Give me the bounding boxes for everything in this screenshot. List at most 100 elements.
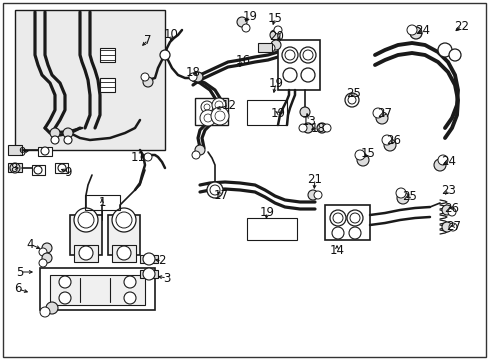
Polygon shape — [38, 147, 52, 156]
Circle shape — [78, 212, 94, 228]
Circle shape — [345, 93, 358, 107]
Circle shape — [356, 154, 368, 166]
Polygon shape — [258, 43, 271, 52]
Circle shape — [10, 163, 20, 173]
Text: 9: 9 — [64, 166, 72, 179]
Polygon shape — [108, 215, 140, 255]
Circle shape — [116, 212, 132, 228]
Circle shape — [59, 276, 71, 288]
Text: 22: 22 — [453, 19, 468, 32]
Circle shape — [270, 40, 281, 50]
Text: 7: 7 — [144, 33, 151, 46]
Text: 23: 23 — [441, 184, 455, 197]
Circle shape — [34, 166, 42, 174]
Circle shape — [349, 213, 359, 223]
Polygon shape — [8, 145, 22, 155]
Circle shape — [112, 208, 136, 232]
Circle shape — [39, 259, 47, 267]
Circle shape — [200, 110, 216, 126]
Circle shape — [212, 98, 225, 112]
Polygon shape — [100, 48, 115, 62]
Circle shape — [395, 188, 405, 198]
Text: 6: 6 — [14, 283, 21, 296]
Circle shape — [237, 17, 246, 27]
Text: 11: 11 — [130, 150, 145, 163]
Text: 27: 27 — [446, 220, 461, 233]
Circle shape — [209, 185, 220, 195]
Circle shape — [301, 68, 314, 82]
Circle shape — [354, 150, 364, 160]
Circle shape — [51, 136, 59, 144]
Circle shape — [266, 44, 274, 52]
Circle shape — [307, 190, 317, 200]
Circle shape — [203, 114, 212, 122]
Bar — [85, 195, 120, 210]
Circle shape — [441, 222, 451, 232]
Circle shape — [269, 30, 280, 40]
Text: 18: 18 — [185, 66, 200, 78]
Circle shape — [372, 108, 382, 118]
Text: 24: 24 — [441, 154, 456, 167]
Circle shape — [201, 101, 213, 113]
Bar — [246, 100, 286, 125]
Circle shape — [195, 145, 204, 155]
Circle shape — [160, 50, 170, 60]
Circle shape — [437, 155, 447, 165]
Circle shape — [124, 292, 136, 304]
Circle shape — [347, 96, 355, 104]
Polygon shape — [278, 40, 319, 90]
Circle shape — [283, 68, 296, 82]
Bar — [15, 10, 164, 150]
Circle shape — [298, 124, 306, 132]
Text: 12: 12 — [221, 99, 236, 112]
Text: 17: 17 — [213, 189, 228, 202]
Circle shape — [58, 164, 66, 172]
Circle shape — [143, 153, 152, 161]
Text: 15: 15 — [360, 147, 375, 159]
Text: 14: 14 — [329, 243, 344, 257]
Text: 25: 25 — [346, 86, 361, 99]
Polygon shape — [140, 270, 158, 278]
Text: 5: 5 — [16, 266, 23, 279]
Bar — [246, 218, 296, 240]
Text: 9: 9 — [18, 145, 26, 158]
Circle shape — [40, 307, 50, 317]
Circle shape — [42, 243, 52, 253]
Circle shape — [313, 191, 321, 199]
Text: 21: 21 — [307, 172, 322, 185]
Text: 15: 15 — [267, 12, 282, 24]
Circle shape — [396, 192, 408, 204]
Circle shape — [323, 124, 330, 132]
Circle shape — [383, 139, 395, 151]
Text: 8: 8 — [10, 162, 18, 175]
Circle shape — [316, 123, 326, 133]
Text: 4: 4 — [26, 238, 34, 251]
Text: 26: 26 — [386, 134, 401, 147]
Circle shape — [299, 47, 315, 63]
Text: 27: 27 — [377, 107, 392, 120]
Polygon shape — [325, 205, 369, 240]
Polygon shape — [70, 215, 102, 255]
Circle shape — [242, 24, 249, 32]
Circle shape — [437, 43, 451, 57]
Circle shape — [189, 73, 197, 81]
Text: 3: 3 — [163, 271, 170, 284]
Circle shape — [142, 253, 155, 265]
Circle shape — [42, 253, 52, 263]
Text: 19: 19 — [270, 107, 285, 120]
Circle shape — [59, 292, 71, 304]
Circle shape — [79, 246, 93, 260]
Polygon shape — [40, 268, 155, 310]
Circle shape — [303, 123, 312, 133]
Bar — [195, 98, 227, 125]
Circle shape — [375, 112, 387, 124]
Text: 19: 19 — [259, 206, 274, 219]
Circle shape — [447, 208, 455, 216]
Circle shape — [142, 268, 155, 280]
Circle shape — [303, 50, 312, 60]
Circle shape — [215, 101, 223, 109]
Circle shape — [346, 210, 362, 226]
Polygon shape — [55, 163, 68, 173]
Circle shape — [329, 210, 346, 226]
Polygon shape — [100, 78, 115, 92]
